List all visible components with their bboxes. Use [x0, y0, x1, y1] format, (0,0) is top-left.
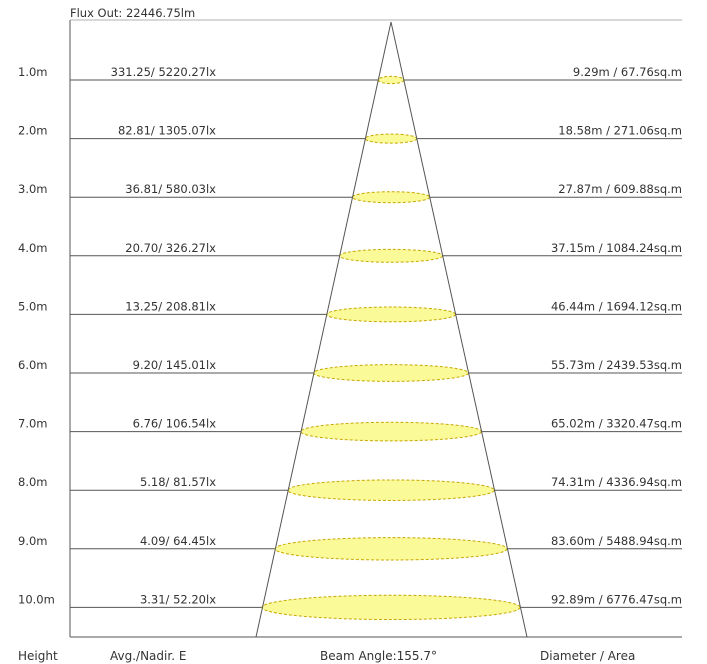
rows-layer: 1.0m 331.25/ 5220.27lx 9.29m / 67.76sq.m 2.… [18, 65, 682, 621]
light-pool-ellipse [338, 248, 444, 263]
height-row: 3.0m 36.81/ 580.03lx 27.87m / 609.88sq.m [18, 182, 682, 204]
light-pool-ellipse [274, 537, 508, 561]
row-height-label: 9.0m [18, 534, 48, 548]
row-diameter-area-label: 27.87m / 609.88sq.m [558, 182, 682, 196]
row-diameter-area-label: 9.29m / 67.76sq.m [573, 65, 682, 79]
row-illuminance-label: 6.76/ 106.54lx [133, 417, 217, 431]
row-height-label: 5.0m [18, 299, 48, 313]
row-diameter-area-label: 55.73m / 2439.53sq.m [551, 358, 682, 372]
light-pool-ellipse [287, 479, 495, 501]
row-diameter-area-label: 74.31m / 4336.94sq.m [551, 475, 682, 489]
row-height-label: 8.0m [18, 475, 48, 489]
row-height-label: 1.0m [18, 65, 48, 79]
height-row: 1.0m 331.25/ 5220.27lx 9.29m / 67.76sq.m [18, 65, 682, 85]
cone-left-edge [255, 21, 392, 638]
row-illuminance-label: 3.31/ 52.20lx [140, 592, 216, 606]
row-height-label: 3.0m [18, 182, 48, 196]
footer-avg-nadir-label: Avg./Nadir. E [110, 649, 186, 663]
diagram-frame [69, 19, 682, 638]
row-illuminance-label: 36.81/ 580.03lx [125, 182, 216, 196]
height-row: 9.0m 4.09/ 64.45lx 83.60m / 5488.94sq.m [18, 534, 682, 561]
row-height-label: 10.0m [18, 592, 55, 606]
cone-right-edge [390, 21, 528, 638]
height-row: 2.0m 82.81/ 1305.07lx 18.58m / 271.06sq.m [18, 124, 682, 144]
row-illuminance-label: 20.70/ 326.27lx [125, 241, 216, 255]
row-illuminance-label: 4.09/ 64.45lx [140, 534, 216, 548]
row-height-label: 2.0m [18, 124, 48, 138]
light-pool-ellipse [364, 133, 418, 144]
height-row: 6.0m 9.20/ 145.01lx 55.73m / 2439.53sq.m [18, 358, 682, 382]
light-pool-ellipse [300, 421, 482, 442]
height-row: 8.0m 5.18/ 81.57lx 74.31m / 4336.94sq.m [18, 475, 682, 501]
row-illuminance-label: 5.18/ 81.57lx [140, 475, 216, 489]
row-illuminance-label: 331.25/ 5220.27lx [111, 65, 217, 79]
beam-cone [255, 21, 528, 638]
row-diameter-area-label: 37.15m / 1084.24sq.m [551, 241, 682, 255]
row-illuminance-label: 82.81/ 1305.07lx [118, 124, 216, 138]
light-pool-ellipse [351, 191, 431, 204]
footer-height-label: Height [18, 649, 58, 663]
light-pool-ellipse [261, 594, 521, 621]
footer-diameter-area-label: Diameter / Area [540, 649, 635, 663]
height-row: 7.0m 6.76/ 106.54lx 65.02m / 3320.47sq.m [18, 417, 682, 442]
row-height-label: 7.0m [18, 417, 48, 431]
row-illuminance-label: 9.20/ 145.01lx [133, 358, 217, 372]
light-pool-ellipse [377, 75, 405, 85]
height-row: 4.0m 20.70/ 326.27lx 37.15m / 1084.24sq.m [18, 241, 682, 263]
height-row: 10.0m 3.31/ 52.20lx 92.89m / 6776.47sq.m [18, 592, 682, 621]
row-diameter-area-label: 92.89m / 6776.47sq.m [551, 592, 682, 606]
flux-out-label: Flux Out: 22446.75lm [70, 6, 195, 20]
row-height-label: 6.0m [18, 358, 48, 372]
row-diameter-area-label: 65.02m / 3320.47sq.m [551, 417, 682, 431]
light-pool-ellipse [326, 306, 456, 323]
footer-beam-angle-label: Beam Angle:155.7° [320, 649, 437, 663]
height-row: 5.0m 13.25/ 208.81lx 46.44m / 1694.12sq.m [18, 299, 682, 323]
row-illuminance-label: 13.25/ 208.81lx [125, 299, 216, 313]
row-height-label: 4.0m [18, 241, 48, 255]
row-diameter-area-label: 18.58m / 271.06sq.m [558, 124, 682, 138]
row-diameter-area-label: 46.44m / 1694.12sq.m [551, 299, 682, 313]
light-pool-ellipse [313, 364, 469, 382]
row-diameter-area-label: 83.60m / 5488.94sq.m [551, 534, 682, 548]
